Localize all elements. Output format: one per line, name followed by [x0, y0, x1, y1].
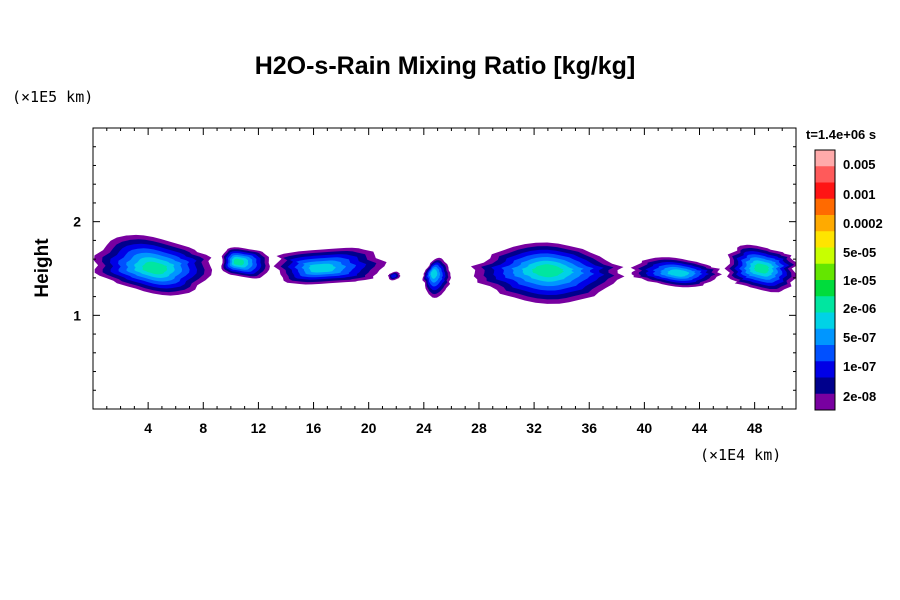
colorbar-label: 2e-08	[843, 389, 876, 404]
colorbar-swatch	[815, 296, 835, 313]
plot-frame	[92, 127, 797, 410]
colorbar-frame	[814, 149, 836, 411]
colorbar-swatch	[815, 377, 835, 395]
contour-band	[308, 263, 336, 273]
cloud-cluster	[724, 244, 796, 293]
colorbar-swatch	[815, 312, 835, 330]
y-unit-label: (×1E5 km)	[12, 88, 93, 106]
x-tick-label: 28	[471, 420, 487, 436]
colorbar-swatch	[815, 280, 835, 297]
contour-band	[391, 274, 397, 278]
x-tick-label: 16	[306, 420, 322, 436]
colorbar-swatch	[815, 182, 835, 200]
contour-band	[531, 264, 565, 278]
contour-band	[667, 269, 690, 277]
colorbar-label: 5e-05	[843, 245, 876, 260]
x-tick-label: 44	[692, 420, 708, 436]
cloud-cluster	[221, 247, 270, 279]
colorbar: 0.005 0.001 0.0002 5e-05 1e-05 2e-06 5e-07 1e-0…	[814, 149, 883, 411]
colorbar-label: 5e-07	[843, 330, 876, 345]
colorbar-swatch	[815, 328, 835, 346]
colorbar-swatch	[815, 361, 835, 378]
chart-title: H2O-s-Rain Mixing Ratio [kg/kg]	[255, 52, 636, 80]
colorbar-swatch	[815, 198, 835, 216]
colorbar-label: 1e-07	[843, 359, 876, 374]
cloud-cluster	[470, 242, 625, 304]
x-tick-label: 4	[144, 420, 152, 436]
y-axis-label: Height	[32, 238, 53, 298]
x-tick-label: 12	[251, 420, 267, 436]
contour-band	[233, 258, 244, 266]
cloud-cluster	[422, 257, 451, 298]
cloud-cluster	[388, 271, 401, 281]
plot-area	[93, 234, 796, 304]
colorbar-swatch	[815, 393, 835, 411]
contour-band	[142, 261, 168, 275]
cloud-cluster	[630, 257, 722, 288]
colorbar-label: 1e-05	[843, 273, 876, 288]
x-tick-label: 24	[416, 420, 432, 436]
x-tick-label: 32	[526, 420, 542, 436]
x-tick-label: 20	[361, 420, 377, 436]
colorbar-swatch	[815, 150, 835, 167]
x-unit-label: (×1E4 km)	[700, 446, 781, 464]
colorbar-label: 0.001	[843, 187, 876, 202]
colorbar-label: 0.0002	[843, 216, 883, 231]
colorbar-label: 0.005	[843, 157, 876, 172]
x-tick-label: 36	[581, 420, 597, 436]
y-tick-label: 1	[73, 307, 81, 323]
x-tick-label: 48	[747, 420, 763, 436]
colorbar-swatch	[815, 166, 835, 183]
cloud-cluster	[93, 234, 213, 296]
colorbar-swatch	[815, 231, 835, 248]
contour-band	[753, 263, 770, 274]
colorbar-swatch	[815, 345, 835, 362]
x-tick-label: 8	[199, 420, 207, 436]
x-tick-label: 40	[637, 420, 653, 436]
y-tick-label: 2	[73, 214, 81, 230]
colorbar-swatch	[815, 263, 835, 281]
colorbar-time-label: t=1.4e+06 s	[806, 127, 876, 142]
colorbar-swatch	[815, 247, 835, 265]
contour-band	[430, 269, 438, 279]
colorbar-swatch	[815, 215, 835, 232]
colorbar-label: 2e-06	[843, 301, 876, 316]
cloud-cluster	[273, 247, 387, 285]
